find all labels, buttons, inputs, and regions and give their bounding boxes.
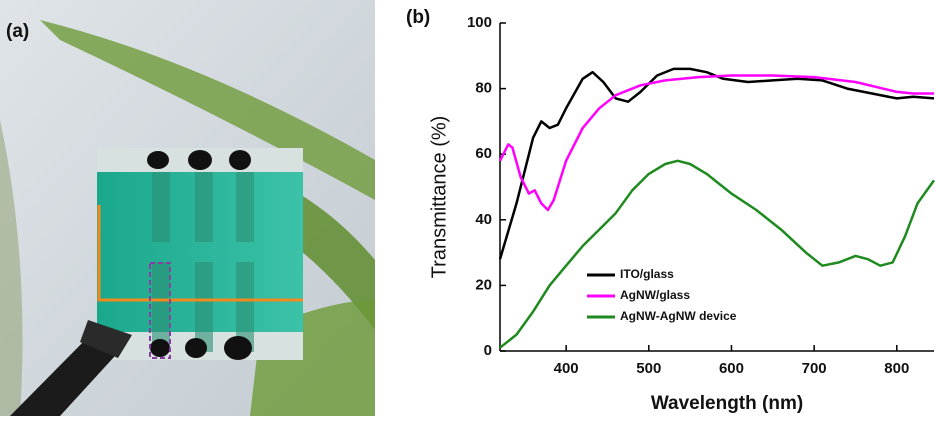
y-tick-label: 40 <box>475 211 492 228</box>
x-tick-label: 500 <box>636 360 661 377</box>
x-tick-label: 600 <box>719 360 744 377</box>
y-axis-label: Transmittance (%) <box>428 116 450 279</box>
x-tick-label: 400 <box>554 360 579 377</box>
x-tick-label: 700 <box>802 360 827 377</box>
y-tick-label: 80 <box>475 80 492 97</box>
panel-label: (b) <box>406 7 430 28</box>
legend-label: AgNW-AgNW device <box>620 309 737 323</box>
y-tick-label: 60 <box>475 145 492 162</box>
x-axis-label: Wavelength (nm) <box>651 393 803 414</box>
series-line <box>500 76 934 211</box>
y-tick-label: 20 <box>475 276 492 293</box>
panel-label: (a) <box>6 21 29 42</box>
y-tick-label: 0 <box>484 342 492 359</box>
chart: (b) 0 20 40 60 80 100 400 500 600 700 800 Wavelength… <box>406 7 934 414</box>
y-tick-label: 100 <box>467 14 492 31</box>
legend-label: AgNW/glass <box>620 288 690 302</box>
legend-label: ITO/glass <box>620 267 674 281</box>
photo <box>0 0 375 416</box>
x-tick-label: 800 <box>884 360 909 377</box>
figure: (a) (b) 0 20 40 60 80 100 400 500 600 700 800 Wavele… <box>0 0 935 416</box>
